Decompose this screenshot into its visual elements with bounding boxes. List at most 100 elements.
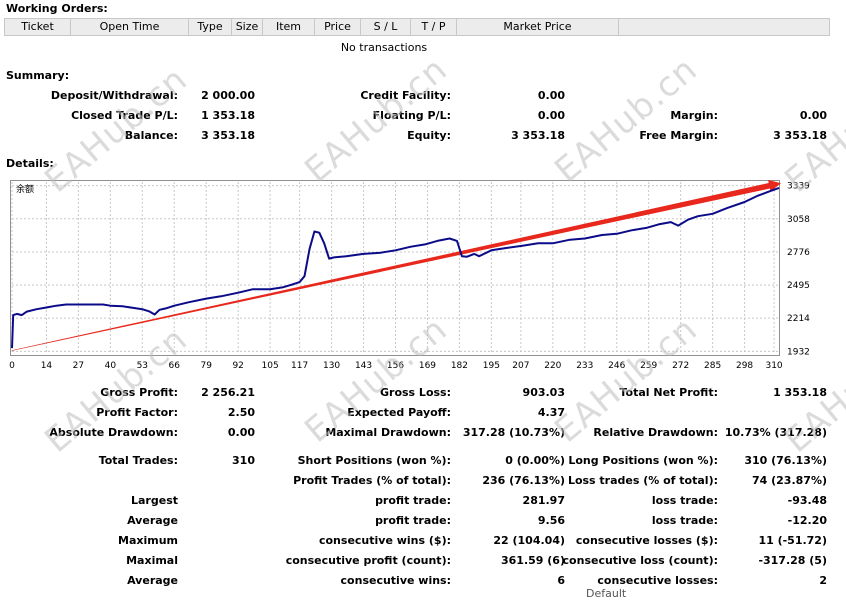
floating-pl-label: Floating P/L: [372, 109, 451, 122]
x-tick-label: 220 [544, 361, 561, 371]
credit-value: 0.00 [537, 89, 565, 102]
col-blank [619, 19, 829, 35]
gross-profit-value: 2 256.21 [201, 386, 255, 399]
max-cons-losses-label: consecutive losses ($): [575, 534, 718, 547]
x-tick-label: 195 [483, 361, 500, 371]
maximal-drawdown-value: 317.28 (10.73%) [462, 426, 565, 439]
max-cons-profit-value: 361.59 (6) [501, 554, 565, 567]
relative-drawdown-label: Relative Drawdown: [593, 426, 718, 439]
expected-payoff-value: 4.37 [537, 406, 565, 419]
x-tick-label: 246 [608, 361, 625, 371]
max-cons-losses-value: 11 (-51.72) [758, 534, 827, 547]
col-price[interactable]: Price [315, 19, 361, 35]
closed-pl-label: Closed Trade P/L: [71, 109, 178, 122]
summary-title: Summary: [6, 69, 70, 82]
absolute-drawdown-label: Absolute Drawdown: [49, 426, 178, 439]
col-size[interactable]: Size [232, 19, 263, 35]
x-tick-label: 27 [73, 361, 84, 371]
profit-trades-value: 236 (76.13%) [482, 474, 565, 487]
avg-cons-losses-label: consecutive losses: [597, 574, 718, 587]
x-tick-label: 117 [291, 361, 308, 371]
average-profit-value: 9.56 [537, 514, 565, 527]
no-transactions-text: No transactions [340, 41, 428, 54]
maximal-drawdown-label: Maximal Drawdown: [325, 426, 451, 439]
max-cons-wins-label: consecutive wins ($): [318, 534, 451, 547]
x-tick-label: 66 [169, 361, 181, 371]
footer-partial-text: Default [586, 587, 627, 600]
long-positions-label: Long Positions (won %): [568, 454, 718, 467]
deposit-value: 2 000.00 [201, 89, 255, 102]
profit-factor-label: Profit Factor: [96, 406, 178, 419]
y-tick-label: 2776 [787, 248, 810, 258]
y-tick-label: 3058 [787, 215, 810, 225]
balance-line [11, 186, 780, 349]
short-positions-value: 0 (0.00%) [505, 454, 565, 467]
gross-loss-value: 903.03 [522, 386, 565, 399]
x-tick-label: 310 [765, 361, 782, 371]
x-tick-label: 207 [512, 361, 529, 371]
equity-label: Equity: [407, 129, 451, 142]
y-tick-label: 3339 [787, 182, 810, 192]
x-tick-label: 182 [451, 361, 468, 371]
avg-cons-wins-label: consecutive wins: [340, 574, 451, 587]
equity-value: 3 353.18 [511, 129, 565, 142]
details-title: Details: [6, 157, 54, 170]
relative-drawdown-value: 10.73% (317.28) [724, 426, 827, 439]
absolute-drawdown-value: 0.00 [227, 426, 255, 439]
loss-trades-label: Loss trades (% of total): [567, 474, 718, 487]
largest-profit-label: profit trade: [375, 494, 451, 507]
profit-factor-value: 2.50 [227, 406, 255, 419]
y-tick-label: 2214 [787, 314, 810, 324]
x-tick-label: 0 [9, 361, 15, 371]
average-profit-label: profit trade: [375, 514, 451, 527]
floating-pl-value: 0.00 [537, 109, 565, 122]
max-cons-profit-label: consecutive profit (count): [285, 554, 451, 567]
col-ticket[interactable]: Ticket [5, 19, 71, 35]
credit-label: Credit Facility: [360, 89, 451, 102]
largest-profit-value: 281.97 [522, 494, 565, 507]
largest-label: Largest [131, 494, 178, 507]
x-tick-label: 79 [200, 361, 212, 371]
free-margin-value: 3 353.18 [773, 129, 827, 142]
gross-profit-label: Gross Profit: [100, 386, 178, 399]
maximal-label: Maximal [126, 554, 178, 567]
y-tick-label: 2495 [787, 281, 810, 291]
loss-trades-value: 74 (23.87%) [751, 474, 827, 487]
col-open-time[interactable]: Open Time [71, 19, 189, 35]
x-tick-label: 130 [323, 361, 340, 371]
x-tick-label: 169 [419, 361, 436, 371]
x-tick-label: 14 [41, 361, 53, 371]
max-cons-loss-label: consecutive loss (count): [562, 554, 718, 567]
x-tick-label: 259 [640, 361, 657, 371]
balance-label: Balance: [124, 129, 178, 142]
x-tick-label: 285 [704, 361, 721, 371]
orders-table-header: Ticket Open Time Type Size Item Price S … [4, 18, 830, 36]
margin-label: Margin: [670, 109, 718, 122]
deposit-label: Deposit/Withdrawal: [50, 89, 178, 102]
max-cons-wins-value: 22 (104.04) [493, 534, 565, 547]
x-tick-label: 156 [387, 361, 404, 371]
largest-loss-label: loss trade: [651, 494, 718, 507]
x-tick-label: 298 [736, 361, 753, 371]
gross-loss-label: Gross Loss: [380, 386, 451, 399]
expected-payoff-label: Expected Payoff: [347, 406, 451, 419]
long-positions-value: 310 (76.13%) [744, 454, 827, 467]
x-tick-label: 272 [672, 361, 689, 371]
x-tick-label: 53 [137, 361, 148, 371]
col-tp[interactable]: T / P [411, 19, 457, 35]
average-label: Average [127, 514, 178, 527]
total-net-profit-label: Total Net Profit: [619, 386, 719, 399]
avg-cons-wins-value: 6 [557, 574, 565, 587]
col-item[interactable]: Item [263, 19, 315, 35]
closed-pl-value: 1 353.18 [201, 109, 255, 122]
col-type[interactable]: Type [189, 19, 232, 35]
trend-arrow [11, 179, 781, 351]
free-margin-label: Free Margin: [639, 129, 718, 142]
x-tick-label: 105 [262, 361, 279, 371]
col-sl[interactable]: S / L [361, 19, 411, 35]
avg-cons-losses-value: 2 [819, 574, 827, 587]
x-tick-label: 233 [576, 361, 593, 371]
chart-series-label: 余额 [16, 183, 34, 195]
y-tick-label: 1932 [787, 347, 810, 357]
col-market-price[interactable]: Market Price [457, 19, 619, 35]
